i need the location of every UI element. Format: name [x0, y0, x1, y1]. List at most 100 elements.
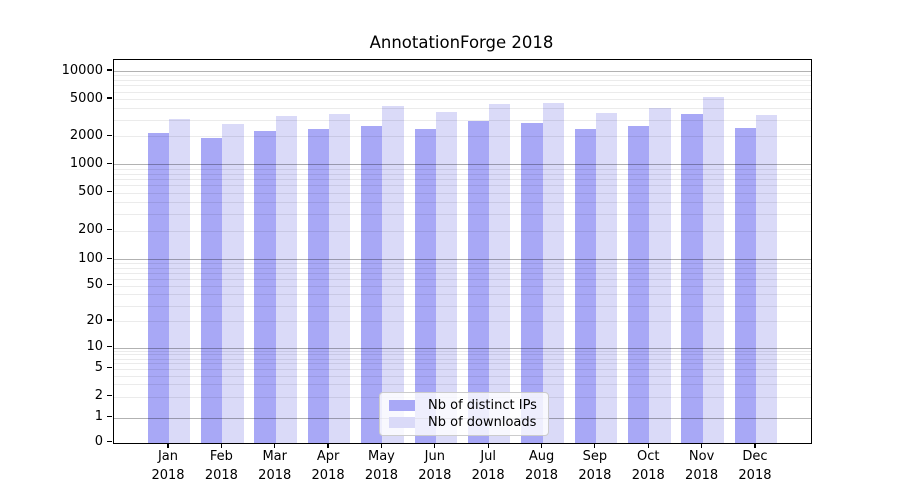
x-tick-label-jan: Jan 2018: [138, 447, 198, 485]
x-tick-year: 2018: [471, 468, 505, 483]
y-tick-50: [107, 284, 112, 286]
x-tick-oct: [647, 443, 649, 448]
x-tick-month: Jul: [480, 449, 496, 464]
plot-area: [113, 59, 812, 444]
y-tick-1000: [107, 162, 112, 164]
x-tick-year: 2018: [364, 468, 398, 483]
x-tick-month: Jun: [424, 449, 445, 464]
x-tick-aug: [540, 443, 543, 448]
bar-distinct-ips-dec: [734, 128, 756, 443]
x-tick-month: May: [367, 449, 395, 464]
y-tick-label-500: 500: [78, 184, 103, 200]
x-tick-year: 2018: [738, 468, 772, 483]
x-tick-jul: [487, 443, 489, 448]
y-tick-label-2: 2: [94, 388, 103, 404]
y-tick-label-1000: 1000: [69, 155, 103, 171]
gridline-minor-6000: [114, 91, 811, 93]
y-tick-500: [107, 191, 112, 193]
gridline-minor-7000: [114, 85, 811, 87]
bar-distinct-ips-feb: [201, 137, 223, 443]
x-tick-year: 2018: [631, 468, 665, 483]
bar-distinct-ips-apr: [307, 129, 330, 443]
bar-downloads-apr: [329, 113, 351, 443]
x-tick-sep: [594, 443, 596, 448]
x-tick-dec: [754, 443, 756, 448]
x-tick-year: 2018: [524, 468, 559, 483]
bar-downloads-jul: [489, 104, 511, 443]
y-tick-label-5000: 5000: [69, 90, 103, 106]
x-tick-label-may: May 2018: [351, 447, 411, 485]
y-tick-10000: [107, 69, 112, 71]
bar-downloads-sep: [595, 113, 618, 443]
bar-downloads-feb: [222, 124, 244, 443]
legend-item-downloads: Nb of downloads: [380, 416, 548, 429]
legend-swatch-distinct-ips: [389, 400, 415, 411]
x-tick-year: 2018: [258, 468, 292, 483]
bar-distinct-ips-jan: [147, 132, 169, 443]
x-tick-label-apr: Apr 2018: [298, 447, 358, 485]
x-tick-year: 2018: [311, 468, 345, 483]
y-tick-label-100: 100: [78, 250, 103, 266]
y-tick-10: [107, 346, 112, 348]
y-tick-label-2000: 2000: [69, 127, 103, 143]
x-tick-feb: [220, 443, 222, 448]
bar-downloads-nov: [702, 97, 724, 443]
x-tick-year: 2018: [204, 468, 238, 483]
y-tick-label-50: 50: [86, 277, 103, 293]
x-tick-year: 2018: [578, 468, 612, 483]
legend-item-distinct-ips: Nb of distinct IPs: [380, 399, 548, 412]
y-tick-20: [107, 319, 112, 321]
y-tick-2: [107, 395, 112, 397]
y-tick-100: [107, 257, 112, 259]
x-tick-jan: [167, 443, 169, 448]
x-tick-apr: [327, 443, 329, 448]
legend-label-downloads: Nb of downloads: [428, 415, 537, 430]
x-tick-label-nov: Nov 2018: [672, 447, 732, 485]
bar-distinct-ips-nov: [681, 113, 703, 443]
bar-distinct-ips-sep: [574, 129, 596, 443]
bar-downloads-jun: [435, 111, 458, 443]
x-tick-month: Feb: [209, 449, 233, 464]
x-tick-year: 2018: [685, 468, 719, 483]
bar-downloads-aug: [542, 102, 564, 443]
y-tick-label-1: 1: [94, 409, 103, 425]
x-tick-month: Sep: [582, 449, 608, 464]
y-tick-label-0: 0: [94, 434, 103, 450]
bar-distinct-ips-may: [361, 125, 383, 443]
x-tick-month: Oct: [636, 449, 660, 464]
y-tick-5: [107, 367, 112, 369]
bar-downloads-jan: [169, 119, 191, 443]
bar-distinct-ips-aug: [521, 122, 543, 443]
x-tick-label-feb: Feb 2018: [191, 447, 251, 485]
bar-distinct-ips-jul: [467, 121, 490, 443]
y-tick-5000: [107, 97, 112, 99]
x-tick-label-jul: Jul 2018: [458, 447, 518, 485]
legend: Nb of distinct IPs Nb of downloads: [379, 392, 549, 436]
bar-distinct-ips-oct: [627, 125, 650, 443]
gridline-major-10000: [114, 71, 811, 72]
bar-downloads-mar: [275, 115, 298, 443]
x-tick-year: 2018: [418, 468, 452, 483]
y-tick-label-20: 20: [86, 312, 103, 328]
x-tick-label-oct: Oct 2018: [618, 447, 678, 485]
x-tick-month: Mar: [262, 449, 287, 464]
y-tick-2000: [107, 134, 112, 136]
x-tick-label-mar: Mar 2018: [245, 447, 305, 485]
x-tick-label-sep: Sep 2018: [565, 447, 625, 485]
x-tick-month: Apr: [316, 449, 340, 464]
y-tick-label-5: 5: [94, 360, 103, 376]
x-tick-month: Nov: [688, 449, 715, 464]
y-tick-200: [107, 229, 112, 231]
chart-title: AnnotationForge 2018: [369, 33, 554, 52]
y-tick-1: [107, 416, 112, 418]
y-tick-0: [107, 441, 112, 443]
legend-label-distinct-ips: Nb of distinct IPs: [428, 398, 537, 413]
x-tick-may: [380, 443, 383, 448]
bar-distinct-ips-jun: [414, 129, 436, 443]
gridline-minor-9000: [114, 75, 811, 77]
x-tick-month: Aug: [528, 449, 555, 464]
legend-swatch-downloads: [389, 417, 415, 428]
bar-downloads-dec: [755, 115, 778, 443]
x-tick-month: Jan: [157, 449, 179, 464]
